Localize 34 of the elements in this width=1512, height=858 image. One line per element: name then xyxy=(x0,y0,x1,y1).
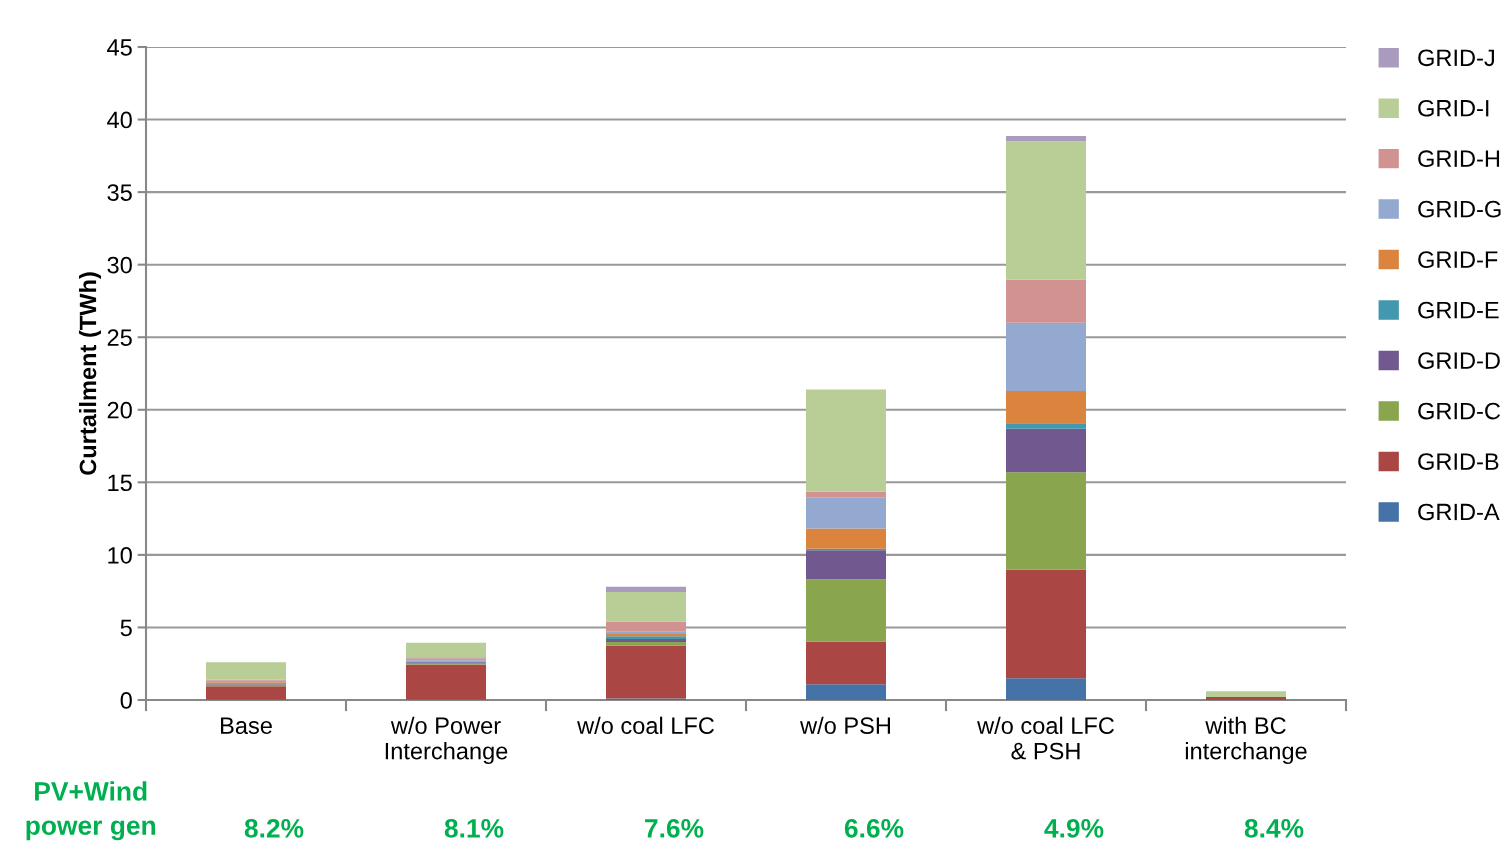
legend-label: GRID-H xyxy=(1418,150,1500,168)
legend-label: GRID-A xyxy=(1418,503,1500,521)
text: 4.9% xyxy=(1044,819,1104,838)
x-tick-label: w/o coal LFC xyxy=(577,716,714,735)
y-tick-label: 35 xyxy=(107,184,132,201)
y-tick-label: 30 xyxy=(107,256,132,274)
y-tick-label: 40 xyxy=(107,111,132,129)
x-tick-label: w/o PSH xyxy=(800,716,890,735)
x-tick-label: Base xyxy=(221,717,272,735)
y-tick-label: 15 xyxy=(108,474,132,492)
text: 7.6% xyxy=(645,819,704,838)
x-tick-label: w/o Power Interchange xyxy=(385,716,508,765)
text: 6.6% xyxy=(844,819,904,838)
x-tick-label: with BC interchange xyxy=(1185,716,1307,765)
text: 8.4% xyxy=(1244,819,1304,838)
y-tick-label: 0 xyxy=(120,692,132,709)
x-tick-label: w/o coal LFC & PSH xyxy=(977,716,1114,760)
text: PV+Wind power gen xyxy=(26,781,156,841)
y-tick-label: 10 xyxy=(108,546,132,564)
legend-label: GRID-G xyxy=(1418,200,1501,218)
text: 8.1% xyxy=(444,819,504,838)
legend-label: GRID-F xyxy=(1418,251,1498,268)
text: 8.2% xyxy=(244,819,304,838)
legend-label: GRID-C xyxy=(1418,402,1501,420)
legend-label: GRID-E xyxy=(1418,301,1499,319)
legend-label: GRID-J xyxy=(1418,49,1494,67)
y-axis-title: Curtailment (TWh) xyxy=(78,272,101,475)
y-tick-label: 25 xyxy=(107,329,132,347)
y-tick-label: 5 xyxy=(120,619,132,637)
y-tick-label: 45 xyxy=(107,39,132,56)
legend-label: GRID-D xyxy=(1418,352,1500,369)
y-tick-label: 20 xyxy=(107,401,132,419)
legend-label: GRID-I xyxy=(1418,99,1489,117)
legend-label: GRID-B xyxy=(1418,453,1499,470)
